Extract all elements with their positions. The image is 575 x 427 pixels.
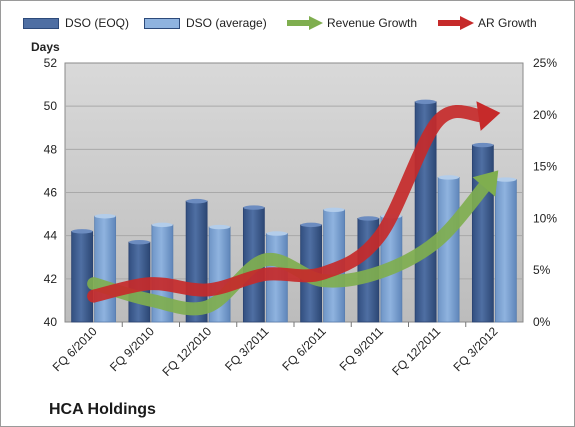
bar-cap-dso-average (323, 207, 345, 212)
bar-dso-eoq (71, 230, 94, 323)
x-tick-label: FQ 9/2010 (107, 324, 157, 374)
y-left-tick-label: 46 (44, 186, 58, 200)
y-left-tick-label: 50 (44, 99, 58, 113)
y-right-tick-label: 5% (533, 263, 551, 277)
legend-item-revenue-growth: Revenue Growth (287, 13, 417, 33)
y-left-tick-label: 44 (44, 229, 58, 243)
x-tick-label: FQ 3/2011 (222, 324, 272, 374)
legend-label-revenue-growth: Revenue Growth (327, 16, 418, 30)
legend-swatch-dso-eoq (23, 17, 59, 29)
x-tick-label: FQ 9/2011 (337, 324, 387, 374)
bar-dso-average (94, 215, 117, 323)
x-tick-label: FQ 6/2011 (279, 324, 329, 374)
bar-cap-dso-eoq (243, 205, 265, 210)
ar-growth-arrowhead (476, 101, 501, 131)
legend-swatch-dso-average (144, 17, 180, 29)
bar-cap-dso-average (495, 177, 517, 182)
legend-item-ar-growth: AR Growth (438, 13, 537, 33)
y-right-tick-label: 20% (533, 108, 557, 122)
revenue-growth-arrowhead (472, 170, 499, 197)
legend: DSO (EOQ) DSO (average) Revenue Growth A… (23, 13, 563, 33)
bar-cap-dso-average (94, 214, 116, 219)
legend-label-ar-growth: AR Growth (478, 16, 537, 30)
bar-cap-dso-eoq (128, 239, 150, 245)
legend-item-dso-average: DSO (average) (144, 13, 267, 33)
bar-cap-dso-eoq (357, 216, 379, 221)
bar-cap-dso-average (209, 224, 231, 230)
bar-dso-eoq (471, 144, 494, 323)
y-right-tick-label: 10% (533, 211, 557, 225)
y-left-axis-label: Days (31, 40, 60, 54)
legend-arrow-ar-growth (438, 16, 474, 30)
y-left-tick-label: 42 (44, 272, 58, 286)
legend-item-dso-eoq: DSO (EOQ) (23, 13, 129, 33)
y-right-tick-label: 15% (533, 160, 557, 174)
y-left-tick-label: 48 (44, 142, 58, 156)
x-tick-label: FQ 6/2010 (50, 324, 100, 374)
bar-cap-dso-average (151, 222, 173, 228)
bar-cap-dso-eoq (186, 198, 208, 204)
bar-cap-dso-eoq (300, 222, 322, 228)
bar-cap-dso-average (266, 231, 288, 236)
y-left-tick-label: 52 (44, 56, 58, 70)
legend-arrow-revenue-growth (287, 16, 323, 30)
y-right-tick-label: 0% (533, 315, 551, 329)
bar-cap-dso-eoq (71, 229, 93, 234)
legend-label-dso-eoq: DSO (EOQ) (65, 16, 130, 30)
bar-cap-dso-average (438, 175, 460, 180)
legend-label-dso-average: DSO (average) (186, 16, 267, 30)
y-left-tick-label: 40 (44, 315, 58, 329)
x-tick-label: FQ 3/2012 (451, 324, 501, 374)
bar-dso-average (437, 176, 460, 323)
chart-title: HCA Holdings (49, 401, 156, 418)
bar-cap-dso-eoq (415, 99, 437, 105)
ar-growth-line (87, 104, 488, 303)
y-right-tick-label: 25% (533, 56, 557, 70)
x-tick-label: FQ 12/2011 (389, 324, 443, 378)
bar-dso-average (494, 179, 517, 323)
bar-cap-dso-eoq (472, 142, 494, 148)
x-tick-label: FQ 12/2010 (160, 324, 215, 379)
